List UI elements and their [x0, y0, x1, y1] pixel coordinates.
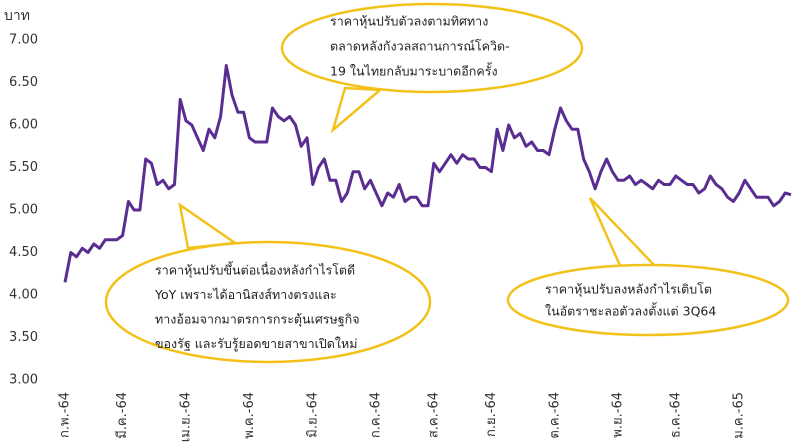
x-tick-label: พ.ย.-64: [611, 392, 626, 438]
y-tick-label: 6.00: [9, 118, 38, 133]
callout-tail: [330, 86, 384, 134]
annotation-text: ราคาหุ้นปรับขึ้นต่อเนื่องหลังกำไรโตดี: [155, 261, 355, 279]
y-tick-label: 7.00: [9, 33, 38, 48]
callout-3: [506, 197, 790, 337]
callout-bubble: [280, 2, 584, 94]
x-tick-label: ต.ค.-64: [547, 392, 562, 439]
annotation-text: ตลาดหลังกังวลสถานการณ์โควิด-: [330, 39, 510, 54]
callout-2: [104, 202, 432, 364]
annotation-text: YoY เพราะได้อานิสงส์ทางตรงและ: [154, 287, 337, 302]
x-tick-label: ส.ค.-64: [426, 392, 441, 438]
x-tick-label: ม.ค.-65: [732, 392, 747, 439]
annotation-text: ราคาหุ้นปรับลงหลังกำไรเติบโต: [545, 282, 712, 298]
x-tick-label: ธ.ค.-64: [668, 392, 683, 438]
callout-bubble: [506, 263, 790, 337]
y-tick-label: 3.50: [9, 330, 38, 345]
y-tick-label: 5.00: [9, 203, 38, 218]
x-tick-label: ก.ย.-64: [484, 392, 499, 437]
price-line: [63, 64, 792, 283]
x-tick-label: ก.พ.-64: [58, 392, 73, 438]
callout-tail: [588, 197, 658, 272]
annotations: ราคาหุ้นปรับตัวลงตามทิศทางตลาดหลังกังวลส…: [154, 14, 716, 353]
plot: 3.00 3.50 4.00 4.50 5.00 5.50 6.00 6.50 7.00 ก.พ.…: [9, 33, 792, 442]
annotation-text: ของรัฐ และรับรู้ยอดขายสาขาเปิดใหม่: [155, 336, 358, 352]
callout-tail: [178, 202, 239, 250]
y-tick-label: 6.50: [9, 75, 38, 90]
annotation-text: ราคาหุ้นปรับตัวลงตามทิศทาง: [330, 14, 488, 30]
annotation-text: ในอัตราชะลอตัวลงตั้งแต่ 3Q64: [545, 302, 716, 319]
x-tick-label: พ.ค.-64: [242, 392, 257, 439]
y-tick-label: 4.50: [9, 245, 38, 260]
x-tick-label: ก.ค.-64: [369, 392, 384, 438]
y-tick-label: 4.00: [9, 288, 38, 303]
x-tick-label: มี.ค.-64: [114, 392, 130, 439]
x-tick-label: เม.ย.-64: [179, 392, 194, 442]
x-tick-label: มิ.ย.-64: [305, 392, 320, 438]
callout-1: [280, 2, 584, 134]
y-axis-label: บาท: [4, 8, 30, 24]
y-tick-label: 5.50: [9, 160, 38, 175]
annotation-text: ทางอ้อมจากมาตรการกระตุ้นเศรษฐกิจ: [155, 312, 360, 328]
annotation-text: 19 ในไทยกลับมาระบาดอีกครั้ง: [330, 62, 498, 79]
y-tick-label: 3.00: [9, 373, 38, 388]
callout-bubble: [104, 240, 432, 364]
